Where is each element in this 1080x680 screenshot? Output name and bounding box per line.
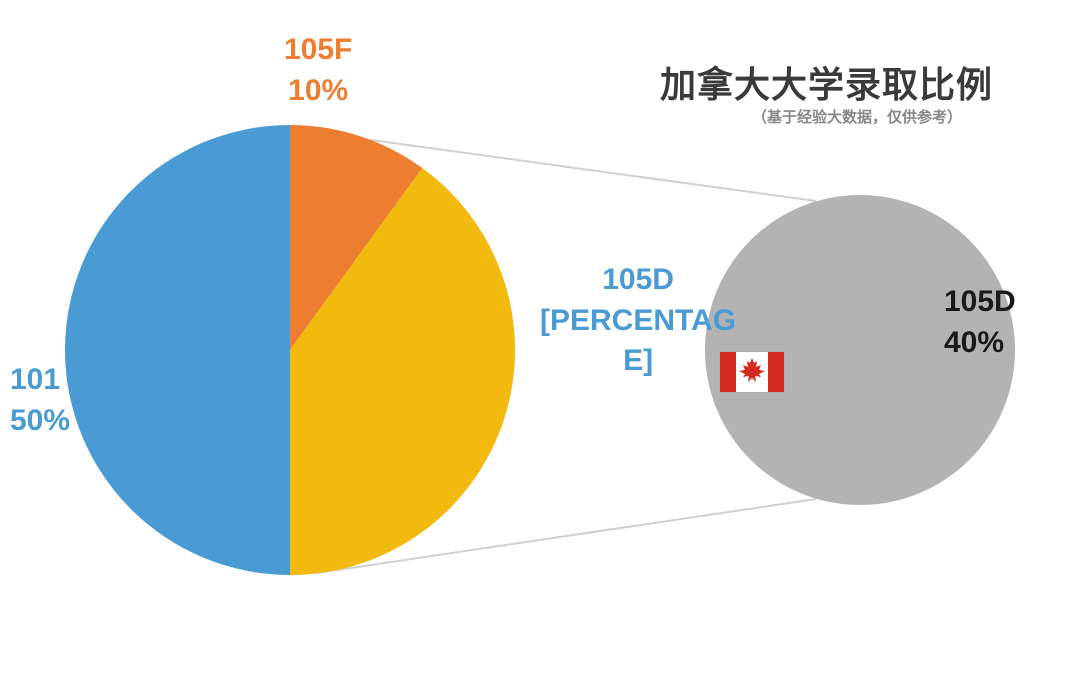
label-105f: 105F 10% [284, 30, 352, 111]
label-101: 101 50% [10, 360, 70, 441]
label-105d-mid: 105D [PERCENTAG E] [540, 260, 736, 382]
label-105d-right: 105D 40% [944, 282, 1016, 363]
canada-flag-icon [720, 352, 784, 392]
chart-title: 加拿大大学录取比例 [660, 56, 993, 108]
pie-slices [65, 125, 515, 575]
pie-slice-101 [65, 125, 290, 575]
chart-stage: { "canvas": { "width": 1080, "height": 6… [0, 0, 1080, 680]
flag-band-left [720, 352, 736, 392]
flag-band-right [768, 352, 784, 392]
maple-leaf-icon [739, 358, 765, 386]
chart-subtitle: （基于经验大数据，仅供参考） [752, 106, 962, 127]
